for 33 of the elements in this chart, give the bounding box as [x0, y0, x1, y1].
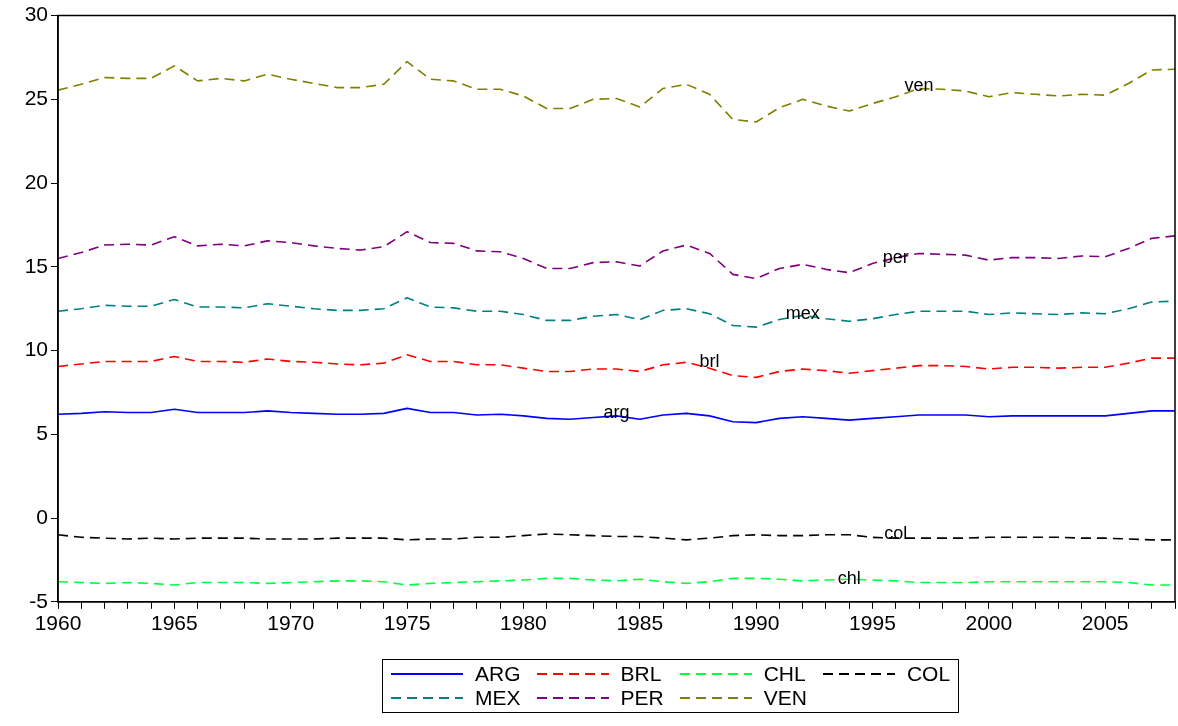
y-tick-label: 15: [24, 253, 48, 277]
x-tick-label: 1975: [383, 611, 431, 635]
annotation: col: [884, 522, 908, 543]
y-tick-label: 5: [36, 421, 48, 445]
line-series: [58, 60, 1175, 123]
legend-label: COL: [906, 662, 951, 686]
y-tick-label: 30: [24, 2, 48, 26]
x-tick-label: 1995: [849, 611, 896, 635]
x-tick-label: 1970: [267, 611, 315, 635]
legend-label: ARG: [475, 662, 521, 686]
y-tick-label: 10: [24, 337, 48, 361]
x-tick-label: 1980: [500, 611, 547, 635]
line-series: [58, 353, 1175, 379]
legend-label: PER: [620, 686, 664, 710]
legend-label: BRL: [620, 662, 662, 686]
x-tick-label: 1990: [732, 611, 780, 635]
annotation: brl: [699, 351, 720, 372]
x-tick-label: 2005: [1081, 611, 1129, 635]
x-tick-label: 2000: [965, 611, 1013, 635]
x-tick-label: 1965: [150, 611, 198, 635]
x-tick-label: 1985: [616, 611, 664, 635]
annotation: ven: [904, 74, 934, 95]
legend-label: VEN: [763, 686, 807, 710]
y-tick-label: 0: [36, 504, 48, 528]
y-tick-label: -5: [29, 588, 48, 612]
y-tick-label: 20: [24, 169, 48, 193]
legend-label: MEX: [475, 686, 521, 710]
legend-label: CHL: [763, 662, 806, 686]
x-tick-label: 1960: [34, 611, 82, 635]
annotation: chl: [837, 568, 861, 589]
annotation: mex: [785, 302, 820, 323]
line-series: [58, 230, 1175, 280]
y-tick-label: 25: [24, 86, 48, 110]
